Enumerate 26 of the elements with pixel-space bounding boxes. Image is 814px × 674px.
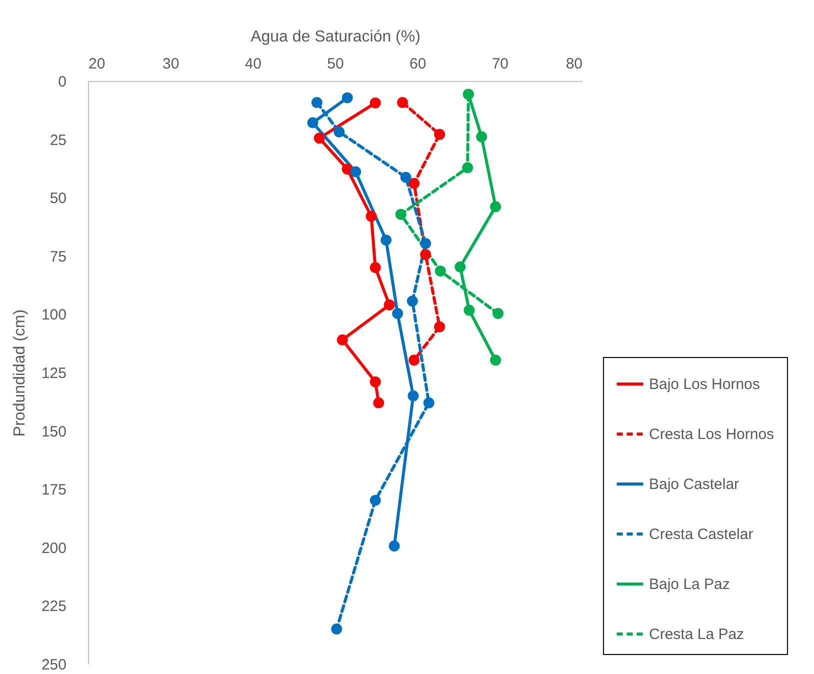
y-tick-label: 250: [41, 656, 66, 674]
x-tick-label: 20: [88, 56, 106, 72]
x-tick-label: 30: [162, 56, 180, 72]
legend-label: Cresta Los Hornos: [649, 426, 774, 443]
y-tick-label: 200: [41, 540, 66, 557]
y-tick-label: 225: [41, 598, 66, 616]
legend-label: Bajo Los Hornos: [649, 376, 760, 393]
x-tick-label: 80: [566, 56, 582, 72]
legend-label: Cresta La Paz: [649, 626, 744, 643]
x-tick-label: 60: [409, 56, 426, 72]
y-tick-label: 125: [41, 365, 66, 382]
y-tick-label: 175: [41, 482, 66, 499]
legend-label: Bajo La Paz: [649, 576, 730, 593]
y-axis-title: Produndidad (cm): [11, 309, 28, 437]
legend-label: Cresta Castelar: [649, 526, 754, 543]
x-axis-title: Agua de Saturación (%): [250, 28, 420, 46]
x-tick-label: 50: [327, 56, 344, 72]
x-tick-label: 70: [492, 56, 509, 72]
legend-label: Bajo Castelar: [649, 476, 740, 493]
y-tick-label: 25: [50, 132, 66, 149]
y-tick-label: 50: [50, 190, 66, 208]
x-tick-label: 40: [244, 56, 262, 72]
y-tick-label: 75: [50, 248, 66, 266]
y-tick-label: 100: [41, 306, 66, 324]
y-tick-label: 0: [58, 74, 66, 90]
y-tick-label: 150: [41, 423, 66, 440]
